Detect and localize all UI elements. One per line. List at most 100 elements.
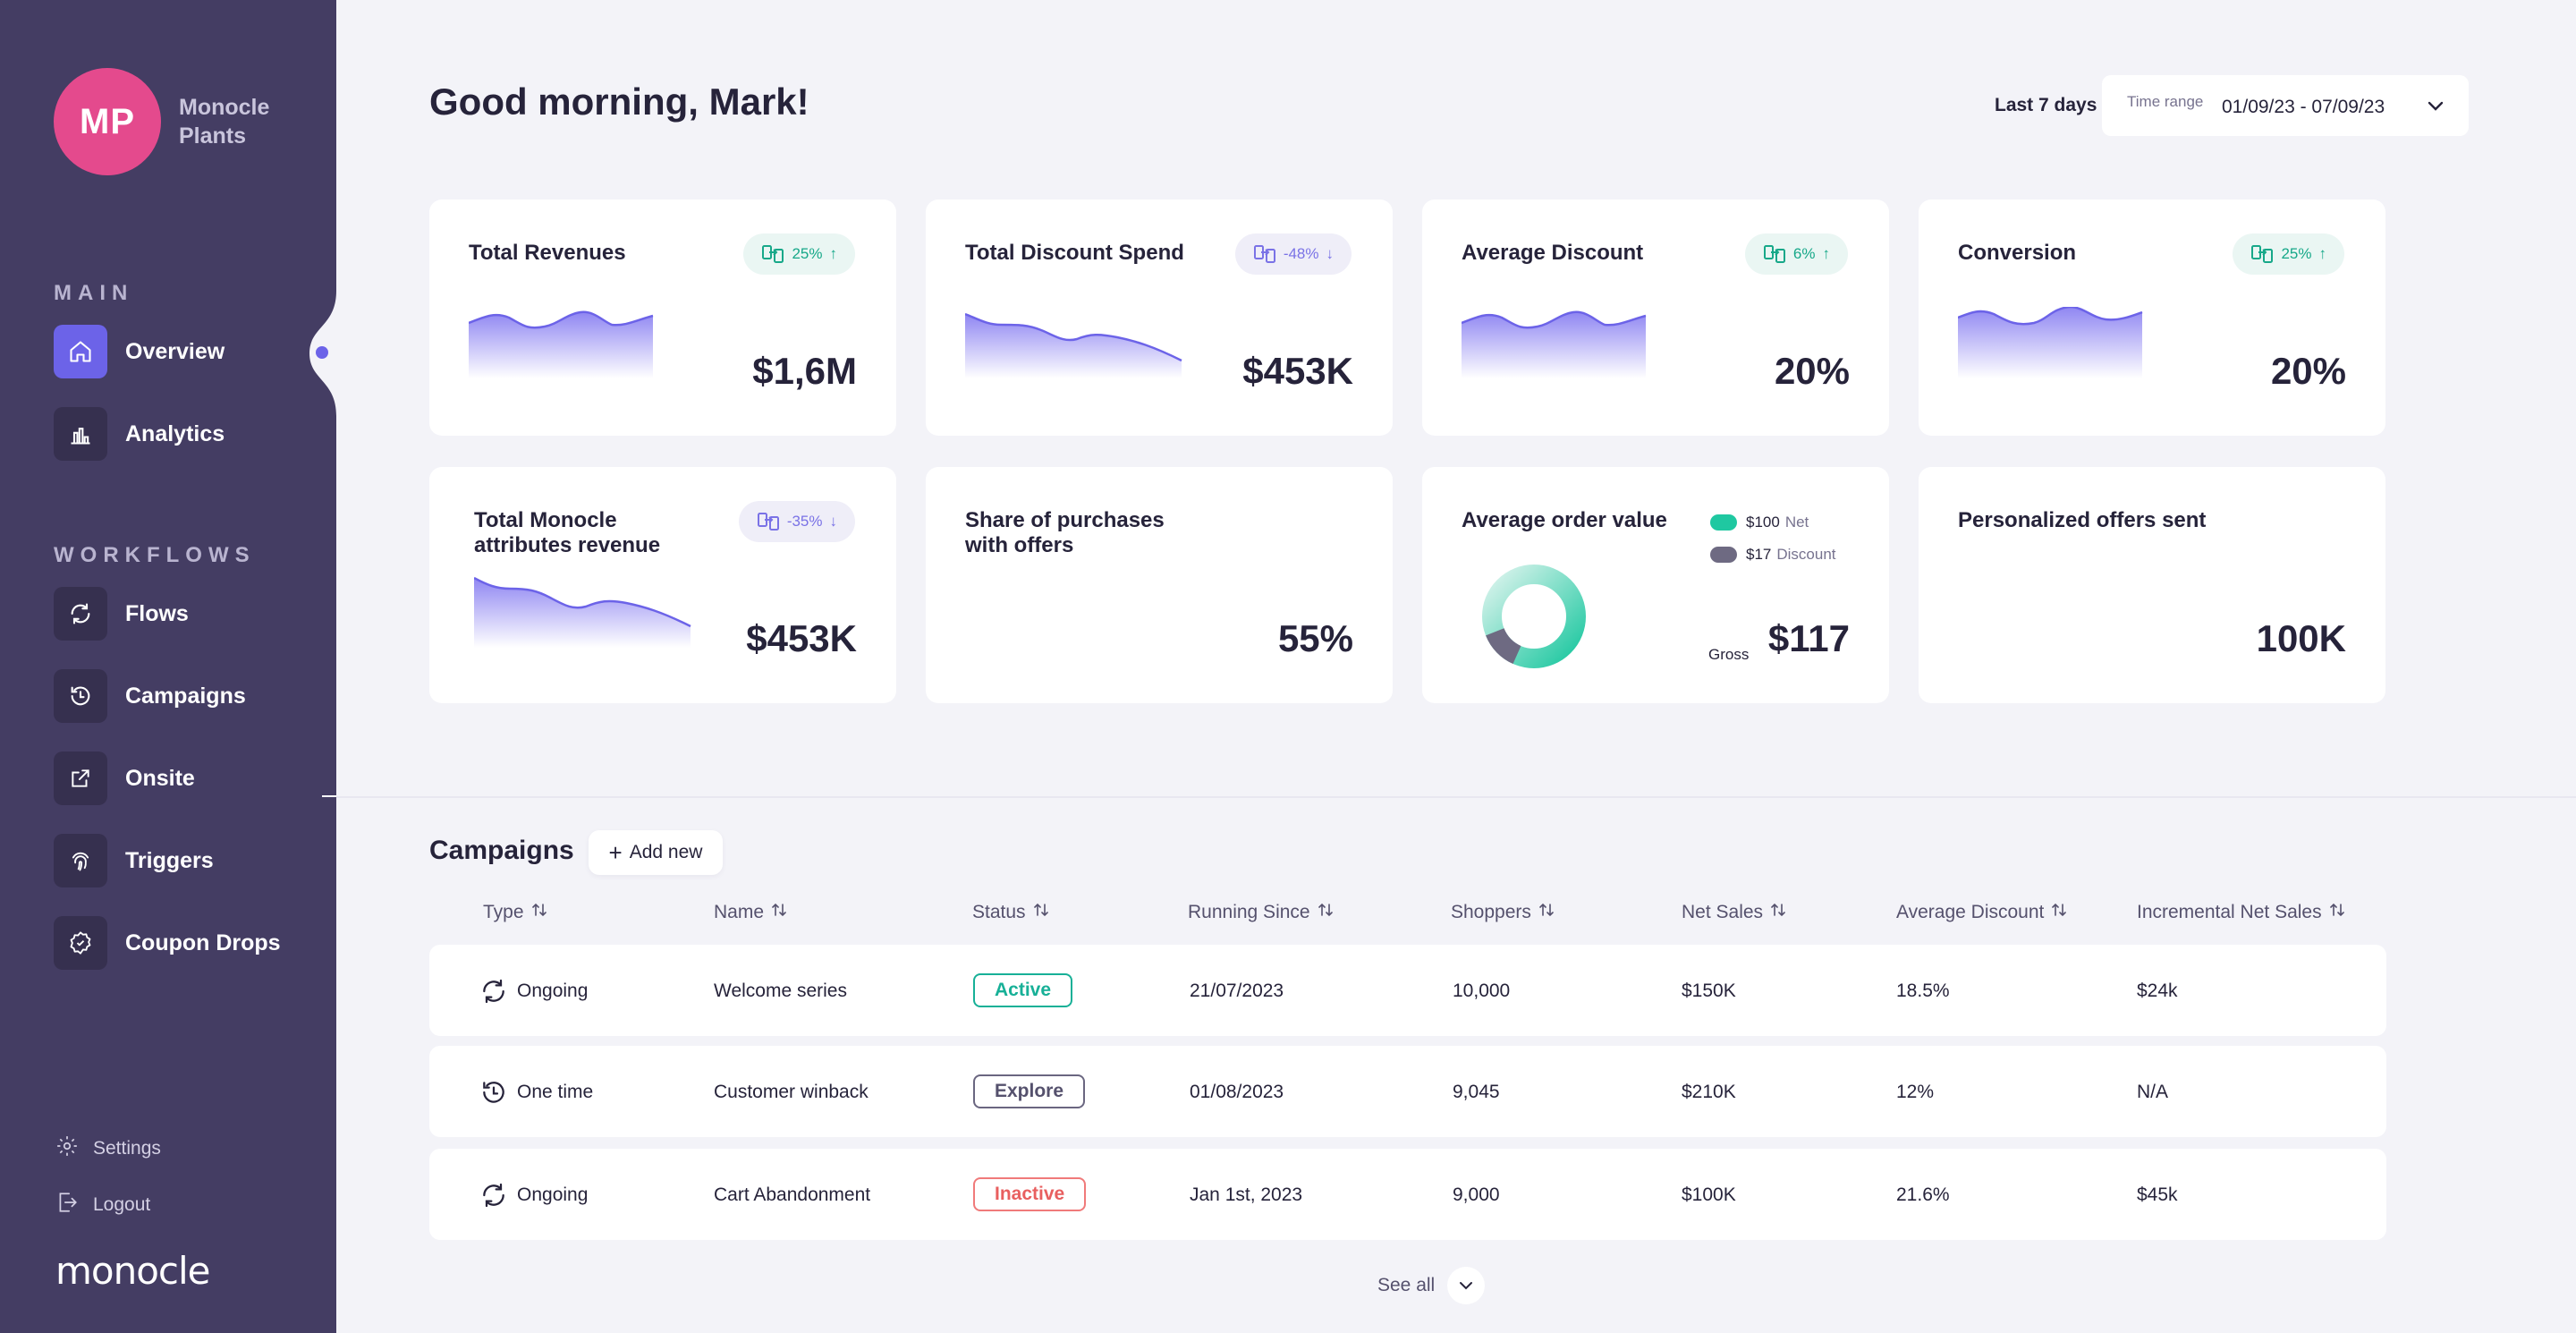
card-title: Share of purchases with offers xyxy=(965,508,1165,557)
sidebar-active-notch xyxy=(309,291,349,416)
column-header-name[interactable]: Name xyxy=(714,902,787,923)
card-monocle-attributes-revenue[interactable]: Total Monocle attributes revenue -35% ↓ … xyxy=(429,467,896,703)
net-sales-cell: $150K xyxy=(1682,981,1736,1001)
sidebar-item-label: Triggers xyxy=(125,847,214,873)
trend-badge[interactable]: 25% ↑ xyxy=(743,233,855,275)
logout-link[interactable]: Logout xyxy=(55,1191,150,1218)
sparkline-chart xyxy=(474,576,691,648)
legend-discount: $17 Discount xyxy=(1710,546,1836,564)
sidebar-item-label: Overview xyxy=(125,338,225,364)
legend-label: Net xyxy=(1784,514,1809,531)
fingerprint-icon xyxy=(54,834,107,887)
column-label: Shoppers xyxy=(1451,902,1531,922)
brand-name: Monocle Plants xyxy=(179,95,270,149)
sidebar-item-overview[interactable]: Overview xyxy=(54,325,225,378)
compare-icon xyxy=(1763,245,1785,263)
column-header-type[interactable]: Type xyxy=(483,902,547,923)
trend-badge[interactable]: -35% ↓ xyxy=(738,501,855,542)
type-label: Ongoing xyxy=(517,981,589,1001)
add-new-button[interactable]: + Add new xyxy=(589,830,723,875)
time-range-select[interactable]: Time range 01/09/23 - 07/09/23 xyxy=(2102,75,2469,136)
card-value: 55% xyxy=(1277,617,1353,659)
card-personalized-offers[interactable]: Personalized offers sent 100K xyxy=(1919,467,2385,703)
name-cell: Customer winback xyxy=(714,1082,869,1102)
brand[interactable]: MP Monocle Plants xyxy=(54,68,286,175)
sort-icon xyxy=(1538,902,1555,923)
sparkline-chart xyxy=(469,310,654,378)
card-title: Average Discount xyxy=(1462,241,1644,265)
column-label: Net Sales xyxy=(1682,902,1764,922)
sort-icon xyxy=(2329,902,2345,923)
sidebar-item-onsite[interactable]: Onsite xyxy=(54,751,195,805)
legend-amount: $17 xyxy=(1746,546,1772,563)
sidebar-item-analytics[interactable]: Analytics xyxy=(54,407,225,461)
trend-badge[interactable]: -48% ↓ xyxy=(1234,233,1352,275)
card-value: $453K xyxy=(746,617,857,659)
badge-value: 6% xyxy=(1792,245,1816,262)
gross-label: Gross xyxy=(1708,646,1750,663)
arrow-down-icon: ↓ xyxy=(1326,245,1335,262)
see-all-button[interactable]: See all xyxy=(1377,1267,1486,1304)
type-cell: Ongoing xyxy=(479,1181,588,1210)
card-value: 100K xyxy=(2256,617,2346,659)
column-header-status[interactable]: Status xyxy=(972,902,1049,923)
history-icon xyxy=(54,669,107,723)
refresh-icon xyxy=(483,979,504,1004)
running-since-cell: Jan 1st, 2023 xyxy=(1190,1184,1303,1205)
type-label: One time xyxy=(517,1082,594,1102)
sidebar-item-coupon-drops[interactable]: Coupon Drops xyxy=(54,916,281,970)
sidebar-item-triggers[interactable]: Triggers xyxy=(54,834,214,887)
home-icon xyxy=(54,325,107,378)
card-total-discount-spend[interactable]: Total Discount Spend -48% ↓ $453K xyxy=(926,200,1393,436)
logout-icon xyxy=(55,1191,79,1218)
compare-icon xyxy=(757,513,779,531)
sort-icon xyxy=(1318,902,1334,923)
column-label: Running Since xyxy=(1188,902,1310,922)
column-header-net-sales[interactable]: Net Sales xyxy=(1682,902,1786,923)
sidebar-divider xyxy=(322,795,336,797)
sidebar-item-flows[interactable]: Flows xyxy=(54,587,189,641)
trend-badge[interactable]: 25% ↑ xyxy=(2233,233,2344,275)
settings-link[interactable]: Settings xyxy=(55,1134,161,1162)
sidebar-item-campaigns[interactable]: Campaigns xyxy=(54,669,246,723)
column-label: Name xyxy=(714,902,765,922)
card-average-discount[interactable]: Average Discount 6% ↑ 20% xyxy=(1422,200,1889,436)
column-header-running-since[interactable]: Running Since xyxy=(1188,902,1334,923)
column-header-average-discount[interactable]: Average Discount xyxy=(1896,902,2067,923)
card-conversion[interactable]: Conversion 25% ↑ 20% xyxy=(1919,200,2385,436)
card-share-of-purchases[interactable]: Share of purchases with offers 55% xyxy=(926,467,1393,703)
section-divider xyxy=(336,796,2576,798)
section-label-main: MAIN xyxy=(54,281,134,305)
compare-icon xyxy=(1253,245,1275,263)
table-row[interactable]: Ongoing Welcome series Active 21/07/2023… xyxy=(429,945,2386,1036)
column-header-incremental-net-sales[interactable]: Incremental Net Sales xyxy=(2137,902,2345,923)
sort-icon xyxy=(2051,902,2067,923)
net-sales-cell: $210K xyxy=(1682,1082,1736,1102)
card-value: 20% xyxy=(1774,350,1850,392)
card-total-revenues[interactable]: Total Revenues 25% ↑ $1,6M xyxy=(429,200,896,436)
arrow-up-icon: ↑ xyxy=(829,245,838,262)
history-icon xyxy=(483,1082,504,1103)
campaigns-title: Campaigns xyxy=(429,836,574,865)
status-badge: Inactive xyxy=(973,1177,1087,1211)
legend-swatch xyxy=(1710,547,1737,563)
type-cell: Ongoing xyxy=(479,977,588,1006)
sort-icon xyxy=(1770,902,1786,923)
trend-badge[interactable]: 6% ↑ xyxy=(1744,233,1848,275)
section-label-workflows: WORKFLOWS xyxy=(54,543,256,567)
type-cell: One time xyxy=(479,1078,593,1107)
column-label: Type xyxy=(483,902,524,922)
table-row[interactable]: Ongoing Cart Abandonment Inactive Jan 1s… xyxy=(429,1149,2386,1240)
sidebar-item-label: Campaigns xyxy=(125,683,246,709)
card-value: $117 xyxy=(1767,617,1850,659)
arrow-down-icon: ↓ xyxy=(829,513,838,530)
column-label: Status xyxy=(972,902,1026,922)
card-average-order-value[interactable]: Average order value $100 Net $17 Discoun… xyxy=(1422,467,1889,703)
column-header-shoppers[interactable]: Shoppers xyxy=(1451,902,1555,923)
badge-value: 25% xyxy=(2281,245,2312,262)
external-link-icon xyxy=(54,751,107,805)
badge-value: -48% xyxy=(1283,245,1319,262)
card-title: Total Monocle attributes revenue xyxy=(474,508,661,557)
column-label: Incremental Net Sales xyxy=(2137,902,2322,922)
table-row[interactable]: One time Customer winback Explore 01/08/… xyxy=(429,1046,2386,1137)
